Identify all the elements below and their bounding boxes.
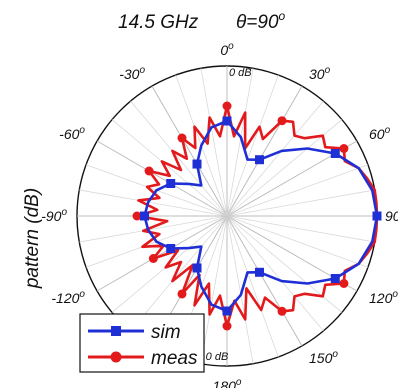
angle-tick-label: 150o: [309, 349, 338, 366]
radial-gridline: [151, 85, 228, 217]
legend-meas-marker: [110, 351, 122, 363]
series-layer: [132, 101, 382, 331]
radial-gridline: [200, 215, 228, 364]
legend-label-meas: meas: [151, 348, 198, 369]
series-marker-meas: [339, 279, 349, 288]
radial-gridline: [226, 215, 324, 332]
series-marker-meas: [132, 211, 142, 221]
radial-gridline: [226, 215, 254, 364]
chart-title-frequency: 14.5 GHz: [118, 12, 199, 33]
series-marker-meas: [144, 166, 154, 176]
y-axis-label: pattern (dB): [22, 188, 43, 289]
radial-gridline: [130, 215, 228, 332]
radial-gridline: [226, 100, 324, 217]
series-marker-sim: [166, 244, 176, 253]
polar-grid: [76, 65, 378, 367]
radial-gridline: [226, 74, 279, 217]
angle-tick-label: 0o: [220, 41, 234, 58]
series-marker-meas: [148, 254, 158, 263]
radial-tick-label-bottom: 0 dB: [206, 351, 229, 363]
series-marker-meas: [339, 144, 349, 153]
series-marker-sim: [192, 263, 202, 273]
series-marker-sim: [166, 179, 176, 188]
radial-gridline: [130, 100, 228, 217]
legend: sim meas: [79, 313, 205, 373]
radial-gridline: [111, 119, 228, 217]
radial-gridline: [79, 215, 228, 243]
radial-gridline: [226, 189, 375, 217]
angle-tick-label: 30o: [309, 65, 331, 82]
radial-gridline: [226, 68, 254, 217]
series-marker-sim: [330, 274, 340, 283]
radial-gridline: [226, 85, 303, 217]
series-marker-sim: [330, 149, 340, 158]
radial-gridline: [96, 140, 228, 217]
radial-gridline: [96, 215, 228, 292]
legend-label-sim: sim: [151, 322, 181, 343]
series-marker-meas: [222, 101, 232, 111]
radial-gridline: [226, 164, 369, 217]
angle-tick-label: -30o: [119, 65, 145, 82]
angle-tick-label: 60o: [369, 125, 391, 142]
legend-box: [79, 313, 205, 373]
series-marker-sim: [222, 306, 232, 316]
series-marker-sim: [222, 116, 232, 126]
angle-tick-label: 90o: [385, 207, 398, 224]
radial-gridline: [200, 68, 228, 217]
angle-tick-labels: 0o 30o 60o 90o 120o 150o 180o -120o -90o -60o -30o…: [41, 41, 398, 388]
series-marker-sim: [140, 211, 149, 221]
angle-tick-label: -90o: [41, 207, 67, 224]
series-marker-sim: [192, 159, 202, 169]
radial-gridline: [226, 215, 279, 358]
series-marker-sim: [255, 155, 264, 165]
radial-gridline: [226, 215, 303, 347]
chart-title-theta: θ=90o: [236, 9, 286, 33]
series-marker-meas: [177, 133, 187, 143]
angle-tick-label: -60o: [59, 125, 85, 142]
angle-tick-label: 120o: [369, 289, 398, 306]
radial-gridline: [226, 215, 375, 243]
angle-tick-label: 180o: [213, 377, 242, 388]
legend-sim-marker: [111, 326, 121, 336]
series-marker-meas: [177, 289, 187, 299]
radial-gridline: [226, 215, 369, 268]
radial-tick-label-top: 0 dB: [229, 67, 252, 79]
angle-tick-label: -120o: [51, 289, 85, 306]
series-marker-sim: [372, 211, 382, 221]
series-marker-sim: [255, 267, 264, 277]
series-marker-meas: [277, 116, 287, 126]
series-marker-meas: [222, 321, 232, 331]
series-marker-meas: [277, 306, 287, 316]
radial-gridline: [79, 189, 228, 217]
